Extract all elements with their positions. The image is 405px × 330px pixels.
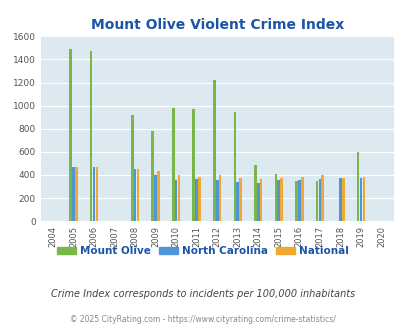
Bar xyxy=(359,178,361,221)
Bar xyxy=(356,152,358,221)
Bar xyxy=(362,177,364,221)
Bar xyxy=(338,178,341,221)
Bar xyxy=(321,176,323,221)
Bar xyxy=(254,165,256,221)
Bar xyxy=(175,180,177,221)
Bar xyxy=(72,167,75,221)
Bar xyxy=(130,115,133,221)
Bar xyxy=(90,51,92,221)
Bar xyxy=(256,183,259,221)
Bar xyxy=(136,169,139,221)
Bar xyxy=(177,175,180,221)
Bar xyxy=(75,167,77,221)
Bar xyxy=(315,181,318,221)
Bar xyxy=(341,178,344,221)
Bar xyxy=(192,109,195,221)
Bar xyxy=(236,182,239,221)
Bar xyxy=(198,177,200,221)
Bar xyxy=(213,80,215,221)
Bar xyxy=(92,167,95,221)
Bar xyxy=(215,180,218,221)
Bar xyxy=(157,172,160,221)
Bar xyxy=(195,179,198,221)
Bar xyxy=(233,112,236,221)
Bar xyxy=(318,179,320,221)
Bar xyxy=(297,180,300,221)
Legend: Mount Olive, North Carolina, National: Mount Olive, North Carolina, National xyxy=(53,242,352,260)
Bar xyxy=(259,179,262,221)
Bar xyxy=(69,49,72,221)
Bar xyxy=(294,181,297,221)
Bar xyxy=(218,176,221,221)
Title: Mount Olive Violent Crime Index: Mount Olive Violent Crime Index xyxy=(90,18,343,32)
Bar xyxy=(277,180,279,221)
Bar xyxy=(280,178,282,221)
Bar xyxy=(239,178,241,221)
Text: Crime Index corresponds to incidents per 100,000 inhabitants: Crime Index corresponds to incidents per… xyxy=(51,289,354,299)
Bar xyxy=(171,109,174,221)
Bar xyxy=(133,169,136,221)
Bar xyxy=(151,131,153,221)
Bar xyxy=(274,174,277,221)
Bar xyxy=(154,175,157,221)
Text: © 2025 CityRating.com - https://www.cityrating.com/crime-statistics/: © 2025 CityRating.com - https://www.city… xyxy=(70,315,335,324)
Bar xyxy=(300,177,303,221)
Bar xyxy=(95,167,98,221)
